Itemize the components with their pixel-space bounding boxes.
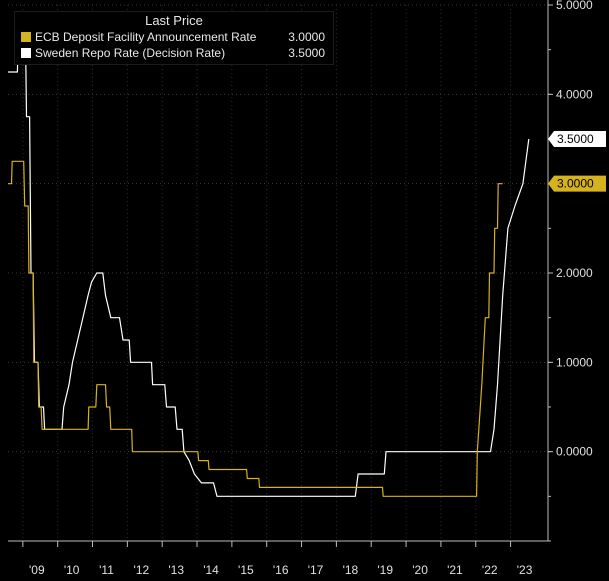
y-tick-label: 1.0000 [556, 355, 593, 369]
legend-label-sweden: Sweden Repo Rate (Decision Rate) [35, 46, 226, 60]
last-price-text: 3.0000 [557, 177, 594, 191]
x-tick-label: '15 [238, 563, 254, 577]
last-price-ecb: 3.0000 [548, 175, 606, 192]
gridlines [8, 4, 548, 541]
legend: Last Price ECB Deposit Facility Announce… [14, 11, 334, 65]
x-tick-label: '09 [29, 563, 45, 577]
y-tick-label: 4.0000 [556, 87, 593, 101]
x-tick-label: '11 [99, 563, 114, 577]
legend-swatch-sweden [21, 48, 31, 58]
x-tick-label: '14 [203, 563, 219, 577]
legend-entry-sweden: Sweden Repo Rate (Decision Rate) 3.5000 [21, 46, 329, 61]
x-tick-label: '23 [517, 563, 533, 577]
x-tick-label: '13 [168, 563, 184, 577]
x-tick-label: '18 [343, 563, 359, 577]
x-tick-label: '22 [482, 563, 498, 577]
x-tick-label: '12 [134, 563, 150, 577]
legend-value-sweden: 3.5000 [288, 46, 325, 60]
x-tick-label: '19 [377, 563, 393, 577]
x-tick-label: '10 [64, 563, 80, 577]
y-tick-label: 2.0000 [556, 266, 593, 280]
x-tick-label: '20 [412, 563, 428, 577]
x-tick-label: '16 [273, 563, 289, 577]
last-price-text: 3.5000 [557, 132, 594, 146]
legend-swatch-ecb [21, 32, 31, 42]
legend-entry-ecb: ECB Deposit Facility Announcement Rate 3… [21, 30, 329, 45]
y-tick-label: 0.0000 [556, 445, 593, 459]
last-price-sweden: 3.5000 [548, 131, 606, 147]
y-axis: 5.0000 4.0000 2.0000 1.0000 0.0000 [548, 0, 593, 542]
last-price-tag [548, 131, 606, 147]
last-price-labels: 3.5000 3.0000 [548, 131, 606, 192]
legend-label-ecb: ECB Deposit Facility Announcement Rate [35, 30, 257, 44]
last-price-tag [548, 175, 606, 192]
x-tick-label: '17 [308, 563, 324, 577]
series-lines [8, 26, 530, 497]
legend-title: Last Price [145, 13, 203, 28]
series-line-ecb-deposit [8, 160, 503, 497]
x-axis: '09 '10 '11 '12 '13 '14 '15 '16 '17 '18 '19 '20 '21 '… [22, 541, 533, 577]
x-tick-label: '21 [447, 563, 463, 577]
legend-value-ecb: 3.0000 [288, 30, 325, 44]
y-tick-label: 5.0000 [556, 0, 593, 12]
